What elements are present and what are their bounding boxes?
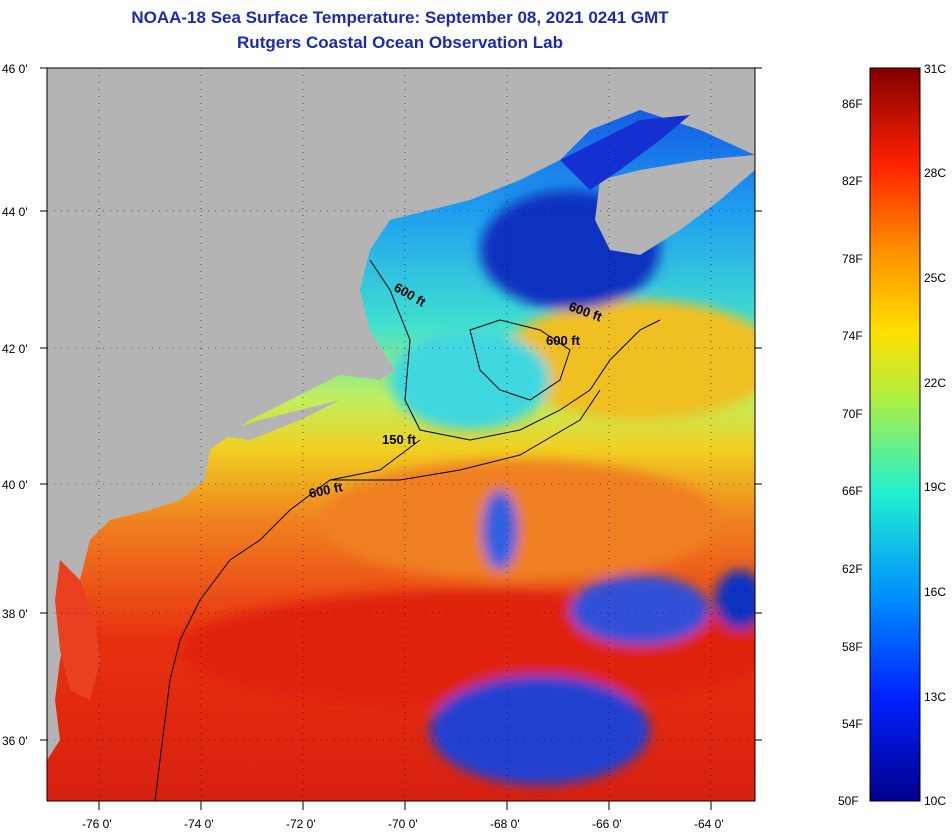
cold-eddy <box>430 675 650 785</box>
cb-f-label: 54F <box>842 717 863 731</box>
colorbar <box>869 67 921 802</box>
longitude-labels: -76 0' -74 0' -72 0' -70 0' -68 0' -66 0… <box>82 817 724 831</box>
depth-contours <box>154 259 661 801</box>
cb-c-label: 28C <box>924 166 946 180</box>
lon-label: -72 0' <box>286 817 316 831</box>
lon-label: -64 0' <box>694 817 724 831</box>
cb-f-label: 58F <box>842 640 863 654</box>
map-subtitle: Rutgers Coastal Ocean Observation Lab <box>237 33 563 52</box>
cb-c-label: 10C <box>924 794 946 808</box>
colorbar-c-labels: 31C 28C 25C 22C 19C 16C 13C 10C <box>924 62 946 808</box>
axis-ticks <box>40 67 762 810</box>
lat-label: 38 0' <box>2 607 28 621</box>
cb-f-label: 62F <box>842 562 863 576</box>
map-title: NOAA-18 Sea Surface Temperature: Septemb… <box>131 8 669 27</box>
colorbar-f-labels: 86F 82F 78F 74F 70F 66F 62F 58F 54F 50F <box>838 97 863 808</box>
latitude-labels: 46 0' 44 0' 42 0' 40 0' 38 0' 36 0' <box>2 62 28 748</box>
lon-label: -74 0' <box>184 817 214 831</box>
lon-label: -68 0' <box>490 817 520 831</box>
long-island-land <box>215 400 340 440</box>
map-frame <box>46 67 756 802</box>
lon-label: -66 0' <box>592 817 622 831</box>
cb-f-label: 78F <box>842 252 863 266</box>
lat-label: 36 0' <box>2 734 28 748</box>
lat-label: 44 0' <box>2 205 28 219</box>
cb-f-label: 86F <box>842 97 863 111</box>
contour-label-5: 600 ft <box>308 479 345 501</box>
lon-label: -76 0' <box>82 817 112 831</box>
contour-label-4: 150 ft <box>382 432 417 447</box>
bay-of-fundy <box>560 115 690 190</box>
cb-f-label: 70F <box>842 407 863 421</box>
lon-label: -70 0' <box>388 817 418 831</box>
cb-f-label: 66F <box>842 484 863 498</box>
lat-label: 42 0' <box>2 342 28 356</box>
nova-scotia-land <box>595 155 755 255</box>
lat-label: 46 0' <box>2 62 28 76</box>
cb-c-label: 25C <box>924 271 946 285</box>
chesapeake-bay <box>55 560 100 700</box>
cb-c-label: 22C <box>924 376 946 390</box>
lat-label: 40 0' <box>2 478 28 492</box>
warm-core <box>500 300 755 420</box>
cb-f-label: 82F <box>842 174 863 188</box>
cb-c-label: 16C <box>924 585 946 599</box>
north-america-land <box>47 68 755 760</box>
cb-f-label: 74F <box>842 329 863 343</box>
contour-label-3: 600 ft <box>546 333 581 348</box>
map-area: 600 ft 600 ft 600 ft 150 ft 600 ft <box>47 68 755 801</box>
cb-f-label: 50F <box>838 794 859 808</box>
cb-c-label: 19C <box>924 480 946 494</box>
cb-c-label: 31C <box>924 62 946 76</box>
cb-c-label: 13C <box>924 690 946 704</box>
